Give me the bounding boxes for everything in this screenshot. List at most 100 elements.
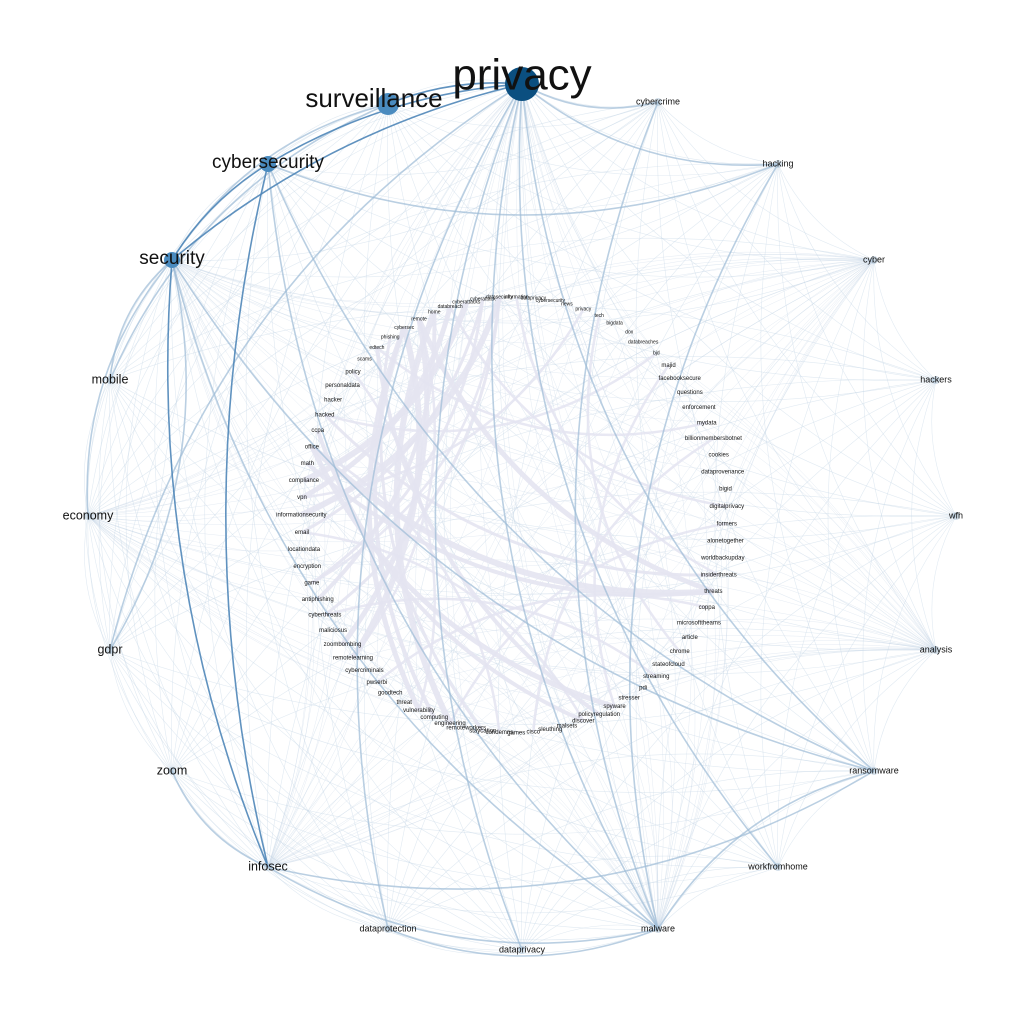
edge-medium xyxy=(171,259,875,772)
edge xyxy=(657,770,875,930)
inner-label-microsofttheams: microsofttheams xyxy=(677,620,721,626)
edge xyxy=(726,259,875,507)
node-dataprivacy[interactable] xyxy=(518,946,526,954)
node-workfromhome[interactable] xyxy=(774,863,782,871)
edge xyxy=(387,103,957,517)
edge xyxy=(479,83,523,734)
edge xyxy=(777,163,937,651)
edge xyxy=(267,702,405,868)
edge-medium xyxy=(109,83,523,651)
inner-label-insiderthreats: insiderthreats xyxy=(701,573,737,579)
node-wfh[interactable] xyxy=(952,512,960,520)
edge xyxy=(98,379,173,772)
inner-label-billionmembersbotnet: billionmembersbotnet xyxy=(685,436,742,442)
edge xyxy=(698,259,875,408)
node-analysis[interactable] xyxy=(932,646,940,654)
edge xyxy=(521,379,937,951)
edge xyxy=(521,649,937,951)
edge xyxy=(84,515,111,651)
node-label-privacy: privacy xyxy=(452,51,591,100)
node-label-wfh: wfh xyxy=(948,510,963,520)
node-economy[interactable] xyxy=(84,512,92,520)
edge xyxy=(679,378,937,651)
node-label-infosec: infosec xyxy=(248,859,288,873)
edge xyxy=(267,583,315,868)
edge-medium xyxy=(657,770,875,930)
edge xyxy=(171,770,269,868)
inner-label-cybersec: cybersec xyxy=(394,325,415,331)
edge xyxy=(376,257,875,348)
edge xyxy=(777,163,875,261)
edge xyxy=(87,515,779,868)
edge xyxy=(495,83,523,298)
node-mobile[interactable] xyxy=(106,376,114,384)
node-zoom[interactable] xyxy=(168,767,176,775)
edge xyxy=(482,647,937,732)
inner-label-article: article xyxy=(682,635,699,641)
edge xyxy=(87,515,657,677)
inner-label-zoombombing: zoombombing xyxy=(324,642,362,648)
edge xyxy=(171,259,719,576)
edge xyxy=(267,714,600,868)
edge xyxy=(87,356,937,517)
edge xyxy=(171,259,875,324)
node-cyber[interactable] xyxy=(870,256,878,264)
edge-medium xyxy=(267,163,659,930)
edge xyxy=(171,770,523,951)
inner-label-bjd: bjd xyxy=(653,351,660,357)
node-hackers[interactable] xyxy=(932,376,940,384)
edge xyxy=(714,163,779,868)
edge xyxy=(171,259,308,567)
edge xyxy=(911,379,937,651)
node-surveillance[interactable] xyxy=(377,93,399,115)
node-security[interactable] xyxy=(164,252,180,268)
edge xyxy=(171,379,937,772)
edge xyxy=(171,101,659,261)
inner-label-majid: majid xyxy=(661,363,675,369)
node-malware[interactable] xyxy=(654,925,662,933)
edge xyxy=(657,438,722,930)
inner-label-edtech: edtech xyxy=(369,345,384,351)
edge xyxy=(267,163,779,211)
edge xyxy=(873,259,937,381)
edge xyxy=(87,515,269,868)
edge-strong xyxy=(225,163,269,868)
edge xyxy=(267,163,875,278)
inner-label-locationdata: locationdata xyxy=(288,547,321,553)
inner-label-bigid: bigid xyxy=(719,487,732,493)
edge xyxy=(109,649,937,725)
edge xyxy=(87,515,957,595)
node-ransomware[interactable] xyxy=(870,767,878,775)
node-label-ransomware: ransomware xyxy=(849,765,899,775)
inner-label-maliciosus: maliciosus xyxy=(319,628,347,634)
inner-label-hacker: hacker xyxy=(324,397,342,403)
inner-label-enforcement: enforcement xyxy=(682,405,716,411)
inner-label-scams: scams xyxy=(357,357,372,363)
edge xyxy=(109,379,957,540)
edge xyxy=(87,446,313,517)
node-label-cybercrime: cybercrime xyxy=(636,96,680,106)
node-privacy[interactable] xyxy=(505,67,539,101)
inner-label-dataprivacy: dataprivacy xyxy=(521,295,547,301)
edge xyxy=(657,101,779,165)
edge xyxy=(516,296,659,930)
edge xyxy=(404,327,659,930)
edge xyxy=(342,644,659,930)
edge xyxy=(657,866,779,930)
inner-label-dataprovenance: dataprovenance xyxy=(701,470,745,476)
node-dataprotection[interactable] xyxy=(384,925,392,933)
node-cybercrime[interactable] xyxy=(654,98,662,106)
edge xyxy=(171,259,483,304)
inner-label-policy: policy xyxy=(345,370,360,376)
inner-label-streaming: streaming xyxy=(643,674,669,680)
inner-label-policyregulation: policyregulation xyxy=(578,712,620,718)
node-cybersecurity[interactable] xyxy=(260,156,276,172)
node-hacking[interactable] xyxy=(774,160,782,168)
inner-label-remoteworkers: remoteworkers xyxy=(446,725,486,731)
node-gdpr[interactable] xyxy=(106,646,114,654)
edge xyxy=(718,259,875,456)
edge xyxy=(332,83,523,400)
edge-medium xyxy=(521,83,875,772)
edge xyxy=(267,866,659,941)
node-infosec[interactable] xyxy=(264,863,272,871)
